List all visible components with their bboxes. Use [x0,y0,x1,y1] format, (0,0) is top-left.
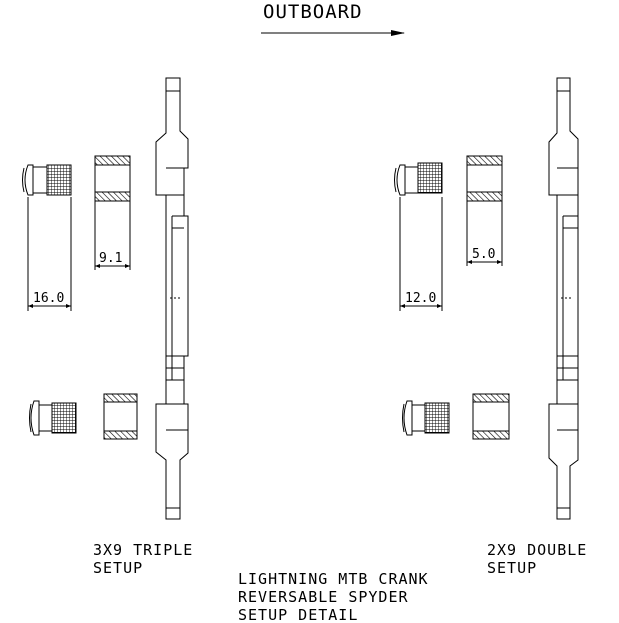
bolt-length-dimension-right: 12.0 [399,197,443,311]
spacer-9-1-left: 9.1 [94,155,131,270]
outboard-header: OUTBOARD [261,1,405,36]
short-bolt-left [29,400,77,436]
spacer-lower-left [103,393,138,440]
spider-profile-left [155,77,189,520]
spacer-5-0-right: 5.0 [466,155,503,266]
caption-right-line1: 2X9 DOUBLE [487,541,587,559]
spacer-width-value-left: 9.1 [99,251,122,266]
caption-left-line2: SETUP [93,559,143,577]
spider-profile-right [548,77,579,520]
spacer-width-value-right: 5.0 [472,247,495,262]
outboard-label: OUTBOARD [263,1,363,23]
spacer-lower-right [472,393,510,440]
caption-left-line1: 3X9 TRIPLE [93,541,193,559]
title-line1: LIGHTNING MTB CRANK [238,570,429,588]
short-bolt-right [402,400,450,436]
title-line3: SETUP DETAIL [238,606,358,623]
title-block: LIGHTNING MTB CRANK REVERSABLE SPYDER SE… [238,570,429,623]
caption-right-line2: SETUP [487,559,537,577]
bolt-length-dimension-left: 16.0 [27,197,72,311]
title-line2: REVERSABLE SPYDER [238,588,409,606]
left-setup: 16.0 9.1 [22,77,193,577]
bolt-length-value-right: 12.0 [405,291,436,306]
long-bolt-right [394,162,443,196]
long-bolt-left [22,164,72,196]
right-setup: 12.0 5.0 [394,77,587,577]
bolt-length-value-left: 16.0 [33,291,64,306]
